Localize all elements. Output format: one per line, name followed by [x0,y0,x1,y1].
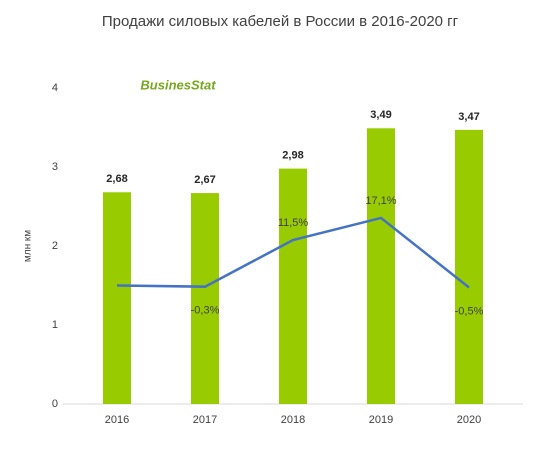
bar-value-label: 2,67 [194,174,215,186]
line [116,216,470,289]
bar [367,128,395,405]
bar [191,193,219,404]
line-value-label: 11,5% [278,217,309,229]
y-tick-label: 4 [52,82,58,94]
line-value-label: -0,5% [455,305,484,317]
y-axis-label: млн км [23,230,34,262]
y-tick-label: 1 [52,319,58,331]
x-tick-label: 2020 [457,414,481,426]
bar [279,168,307,404]
bar-value-label: 2,68 [106,173,127,185]
bar [103,192,131,404]
x-tick-label: 2017 [193,414,217,426]
line-value-label: 17,1% [365,195,396,207]
x-tick-label: 2016 [105,414,129,426]
bar-value-label: 2,98 [282,149,303,161]
bar [455,129,483,404]
x-tick-label: 2019 [369,414,393,426]
x-tick-label: 2018 [281,414,305,426]
y-tick-label: 0 [52,398,58,410]
logo: BusinesStat [140,77,216,92]
line-value-label: -0,3% [191,305,220,317]
y-tick-label: 3 [52,161,58,173]
bar-value-label: 3,49 [370,109,391,121]
bar-value-label: 3,47 [458,111,479,123]
y-tick-label: 2 [52,240,58,252]
chart-title: Продажи силовых кабелей в России в 2016-… [102,13,459,30]
